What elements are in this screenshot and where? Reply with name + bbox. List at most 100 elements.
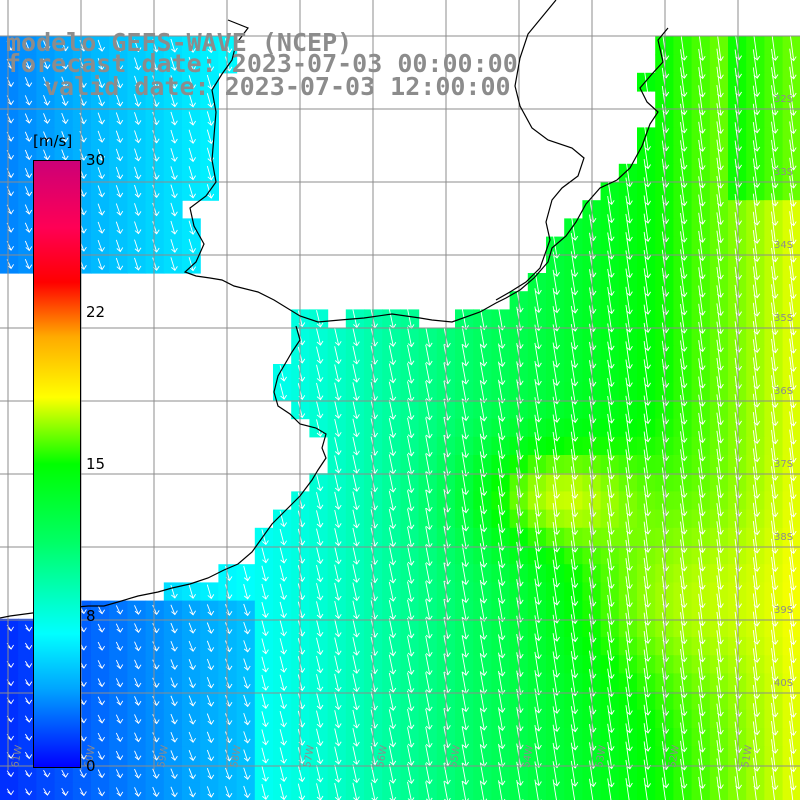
wind-arrow (261, 784, 267, 800)
wind-arrow-head (25, 82, 33, 88)
wind-arrow (789, 374, 795, 408)
wind-arrow (552, 742, 558, 768)
wind-arrow-head (316, 704, 324, 710)
wind-arrow (61, 76, 67, 88)
wind-arrow-head (571, 272, 579, 278)
longitude-label: 59W (156, 744, 171, 768)
wind-arrow-head (25, 717, 33, 723)
wind-arrow-head (662, 310, 670, 316)
wind-arrow-head (116, 101, 124, 107)
wind-arrow-head (462, 634, 469, 640)
wind-arrow (552, 466, 558, 499)
wind-arrow (716, 30, 722, 61)
wind-arrow (316, 328, 321, 346)
wind-arrow (716, 539, 722, 571)
wind-arrow-head (334, 595, 342, 601)
wind-arrow (752, 393, 758, 426)
wind-arrow-head (334, 777, 342, 783)
wind-arrow (115, 257, 121, 270)
wind-arrow (716, 630, 722, 662)
wind-arrow (134, 641, 139, 651)
wind-arrow-head (662, 182, 670, 188)
wind-arrow-head (571, 436, 579, 442)
wind-arrow-head (207, 120, 215, 126)
wind-arrow (570, 269, 576, 295)
wind-arrow (607, 196, 613, 223)
wind-arrow-head (353, 705, 360, 711)
colorbar-tick: 0 (86, 757, 96, 775)
wind-arrow (407, 672, 412, 693)
wind-arrow (716, 611, 722, 644)
wind-arrow-head (589, 583, 597, 589)
wind-arrow (352, 509, 358, 528)
wind-arrow (334, 400, 340, 419)
wind-arrow-head (535, 564, 542, 570)
wind-arrow (552, 578, 558, 605)
wind-arrow (698, 176, 704, 206)
wind-arrow (680, 557, 685, 590)
wind-arrow-head (80, 137, 87, 143)
wind-arrow (771, 393, 776, 426)
wind-arrow-head (571, 655, 579, 661)
wind-arrow (261, 765, 267, 782)
wind-arrow (206, 604, 212, 616)
wind-arrow (771, 247, 776, 280)
wind-arrow-head (189, 229, 196, 235)
wind-arrow-head (334, 650, 342, 656)
wind-arrow (643, 576, 649, 607)
wind-arrow (425, 672, 431, 693)
wind-arrow (680, 213, 685, 242)
wind-arrow-head (98, 101, 105, 107)
wind-arrow (643, 268, 649, 296)
wind-arrow-head (462, 743, 469, 749)
wind-arrow-head (171, 593, 178, 599)
wind-arrow-head (516, 380, 524, 386)
wind-arrow (261, 656, 267, 672)
wind-arrow (24, 149, 30, 160)
wind-arrow-head (553, 781, 560, 787)
wind-arrow (61, 94, 67, 106)
wind-arrow-head (425, 452, 433, 457)
wind-arrow (789, 66, 795, 98)
wind-arrow-head (571, 781, 579, 787)
wind-arrow-head (644, 437, 651, 443)
wind-arrow (206, 93, 212, 108)
wind-arrow (625, 195, 631, 223)
wind-arrow (534, 615, 540, 641)
wind-arrow-head (607, 692, 615, 697)
wind-arrow-head (553, 455, 560, 461)
wind-arrow (498, 523, 503, 551)
wind-arrow (716, 321, 722, 352)
wind-arrow (261, 729, 267, 745)
colorbar-tick: 8 (86, 607, 96, 625)
wind-arrow-head (680, 765, 688, 771)
wind-arrow (97, 112, 103, 125)
wind-arrow (115, 659, 121, 669)
wind-arrow-head (407, 378, 415, 384)
wind-arrow (43, 113, 48, 124)
wind-arrow (261, 547, 267, 563)
wind-arrow (188, 713, 194, 725)
wind-arrow (24, 58, 30, 69)
wind-arrow (661, 575, 667, 608)
wind-arrow (352, 327, 358, 346)
wind-arrow-head (680, 164, 688, 170)
wind-arrow (680, 431, 685, 461)
wind-arrow-head (134, 174, 142, 180)
wind-arrow-head (516, 708, 524, 714)
wind-arrow (97, 678, 103, 687)
wind-arrow (698, 249, 704, 279)
wind-arrow-head (680, 73, 688, 79)
wind-arrow-head (516, 653, 524, 659)
wind-arrow (661, 213, 667, 242)
wind-arrow (352, 764, 358, 783)
wind-arrow (188, 184, 194, 198)
wind-arrow-head (98, 773, 105, 779)
wind-arrow-head (61, 46, 69, 52)
wind-arrow (716, 303, 722, 334)
wind-arrow-head (498, 362, 506, 367)
wind-arrow (334, 619, 340, 637)
longitude-label: 57W (302, 744, 317, 768)
wind-arrow (334, 546, 340, 564)
